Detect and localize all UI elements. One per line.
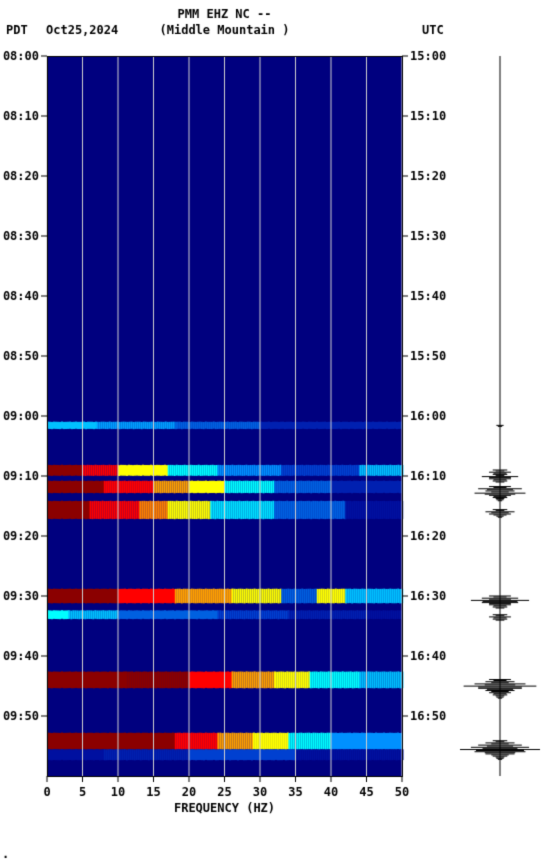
spectrogram-canvas xyxy=(0,0,552,864)
